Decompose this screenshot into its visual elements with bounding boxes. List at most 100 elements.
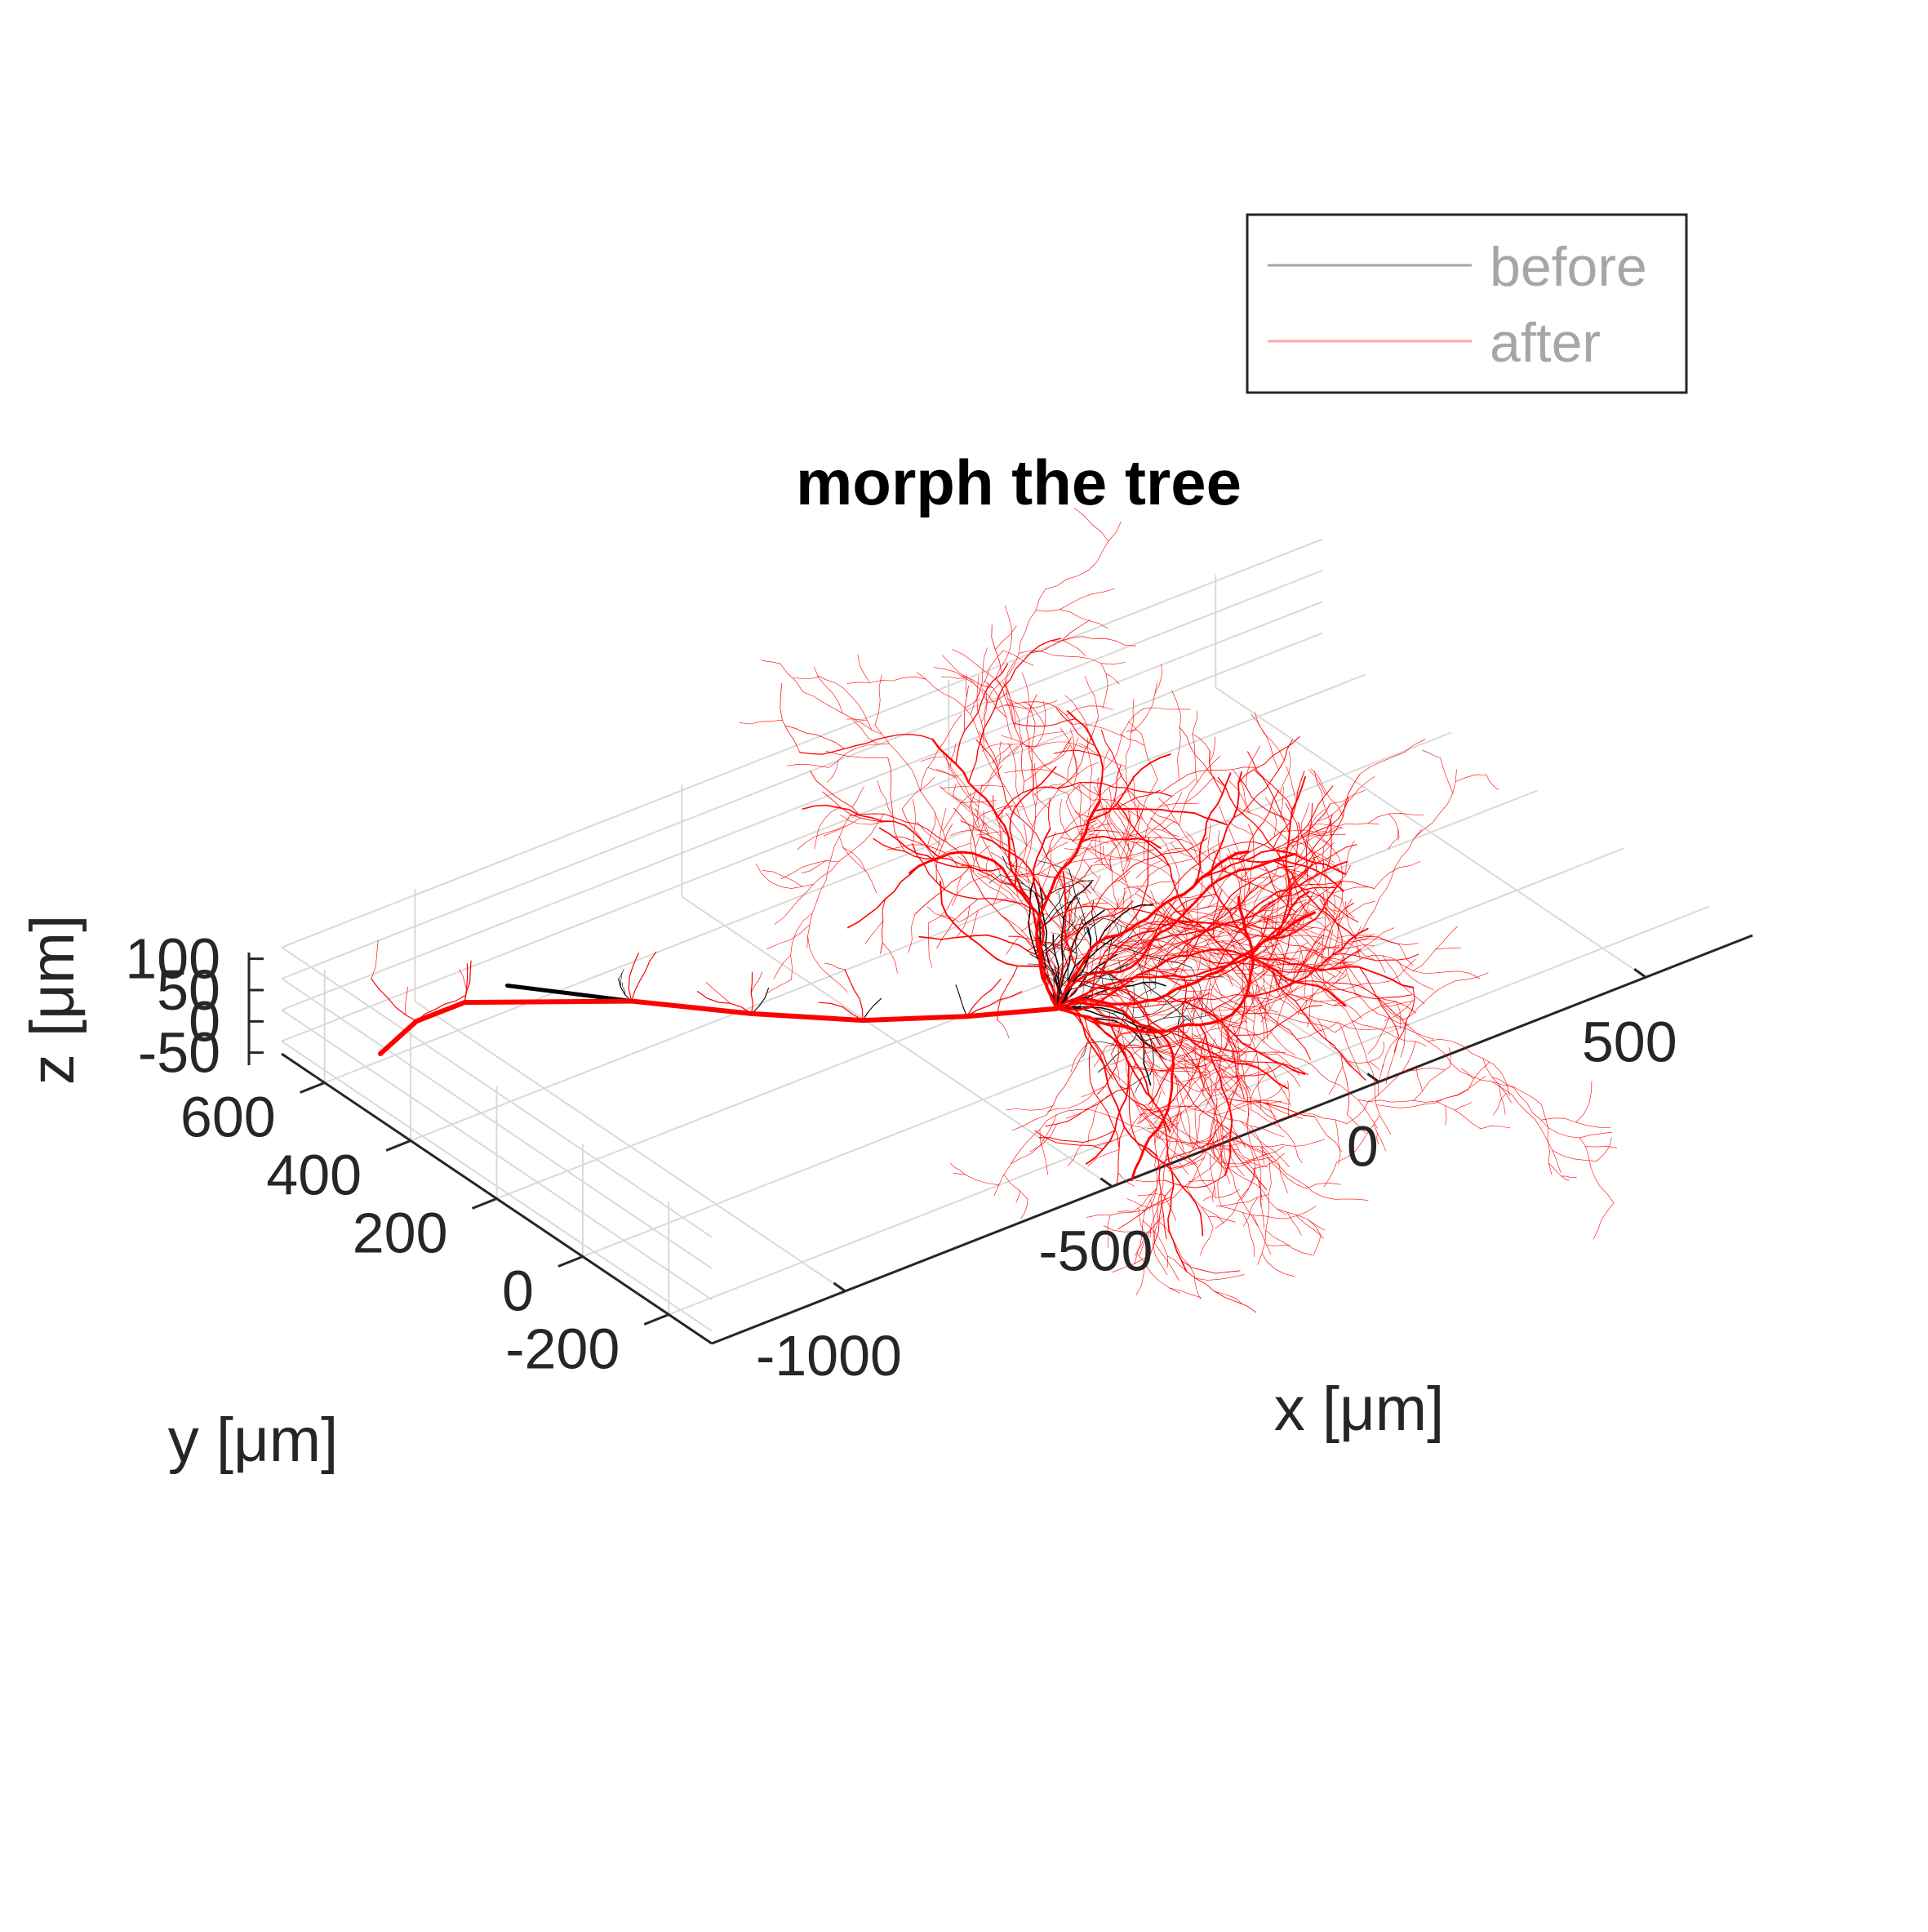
series-after-crown-branch bbox=[995, 626, 1016, 650]
series-after-fine-branch bbox=[762, 870, 802, 886]
series-after-fine-branch bbox=[1259, 1093, 1278, 1101]
series-after-crown-branch bbox=[1046, 1036, 1089, 1115]
grid-line-wall-xz bbox=[282, 633, 1322, 1042]
series-after-fine-branch bbox=[1436, 948, 1461, 949]
series-after-crown-branch bbox=[1399, 944, 1413, 966]
series-after-fine-branch bbox=[1416, 1068, 1422, 1091]
series-after-fine-branch bbox=[1481, 1126, 1511, 1129]
series-after-fine-branch bbox=[1597, 1138, 1612, 1161]
series-after-fine-branch bbox=[1313, 1236, 1321, 1255]
series-after-fine-branch bbox=[1414, 770, 1456, 838]
series-after-fine-branch bbox=[1060, 799, 1176, 884]
series-after-crown-branch bbox=[800, 735, 933, 754]
series-after-fine-branch bbox=[977, 784, 1002, 882]
series-after-branch bbox=[405, 987, 407, 1015]
series-after-fine-branch bbox=[1159, 803, 1199, 806]
series-after-fine-branch bbox=[1455, 775, 1486, 781]
series-after-fine-branch bbox=[1449, 1048, 1450, 1067]
series-after-crown-branch bbox=[1228, 821, 1253, 836]
series-after-fine-branch bbox=[1237, 808, 1299, 858]
series-after-crown-branch bbox=[1085, 676, 1099, 717]
grid-line-floor-y bbox=[583, 849, 1624, 1257]
series-after-fine-branch bbox=[1237, 1146, 1255, 1202]
series-after-fine-branch bbox=[1210, 1155, 1215, 1197]
series-after-fine-branch bbox=[1060, 728, 1077, 787]
series-after-crown-branch bbox=[1057, 708, 1095, 746]
series-before-crown-branch bbox=[1082, 1043, 1087, 1057]
series-after-fine-branch bbox=[1215, 1189, 1240, 1197]
series-after-fine-branch bbox=[1222, 1160, 1286, 1215]
series-after-crown-branch bbox=[882, 943, 897, 973]
series-after-crown-branch bbox=[865, 921, 883, 944]
series-after-crown-branch bbox=[1082, 1086, 1105, 1097]
series-after-fine-branch bbox=[1288, 1081, 1290, 1117]
series-after-fine-branch bbox=[941, 677, 965, 678]
series-after-fine-branch bbox=[1215, 1203, 1238, 1228]
series-after-crown-branch bbox=[780, 683, 800, 753]
series-after-crown-branch bbox=[1127, 1199, 1149, 1208]
x-tick-mark bbox=[1100, 1179, 1112, 1187]
series-after-crown-branch bbox=[1368, 1016, 1389, 1055]
series-after-branch bbox=[632, 952, 656, 1001]
series-after-crown-branch bbox=[998, 783, 1172, 817]
series-after-fine-branch bbox=[953, 1173, 999, 1185]
series-after-fine-branch bbox=[1266, 1230, 1313, 1255]
series-after-fine-branch bbox=[928, 923, 932, 968]
series-after-fine-branch bbox=[1185, 1064, 1199, 1066]
x-tick-label: 500 bbox=[1582, 1010, 1677, 1073]
series-after-fine-branch bbox=[1208, 824, 1211, 858]
series-before-branch bbox=[956, 985, 966, 1016]
series-after-fine-branch bbox=[802, 860, 826, 873]
series-after-crown-branch bbox=[1073, 724, 1123, 737]
series-after-fine-branch bbox=[1336, 956, 1480, 984]
series-after-crown-branch bbox=[1356, 936, 1399, 944]
series-after-fine-branch bbox=[1185, 778, 1214, 803]
series-after-crown-branch bbox=[902, 809, 945, 890]
series-after-fine-branch bbox=[1158, 1220, 1195, 1275]
y-tick-mark bbox=[300, 1083, 325, 1093]
legend[interactable]: before after bbox=[1247, 215, 1686, 393]
y-tick-label: -200 bbox=[505, 1317, 620, 1381]
grid-layer bbox=[282, 540, 1709, 1331]
series-after-fine-branch bbox=[767, 925, 810, 949]
series-after-fine-branch bbox=[1436, 1101, 1481, 1129]
series-after-crown-branch bbox=[1066, 706, 1113, 716]
series-after-crown-branch bbox=[1320, 899, 1343, 948]
series-after-crown-branch bbox=[1238, 831, 1282, 859]
y-axis-label: y [μm] bbox=[168, 1406, 338, 1475]
series-after-fine-branch bbox=[766, 979, 792, 994]
series-after-fine-branch bbox=[1461, 1068, 1473, 1079]
series-after-fine-branch bbox=[1187, 1188, 1213, 1228]
series-after-branch bbox=[371, 979, 417, 1021]
series-before bbox=[508, 856, 1224, 1093]
legend-label-before: before bbox=[1490, 236, 1647, 298]
series-after-crown-branch bbox=[1301, 803, 1309, 833]
series-after-fine-branch bbox=[993, 744, 1011, 762]
series-after-crown-branch bbox=[1006, 1106, 1053, 1111]
series-after-branch bbox=[460, 970, 467, 990]
series-after-fine-branch bbox=[1455, 1102, 1473, 1110]
series-after-fine-branch bbox=[1291, 829, 1422, 984]
series-after-branch bbox=[966, 979, 1001, 1017]
series-after-fine-branch bbox=[1258, 1159, 1272, 1264]
series-after-crown-branch bbox=[1006, 936, 1019, 954]
series-after-fine-branch bbox=[1242, 1212, 1255, 1257]
series-after-crown-branch bbox=[910, 852, 1057, 1009]
y-tick-label: 600 bbox=[180, 1086, 276, 1149]
series-after-crown-branch bbox=[1046, 1088, 1128, 1126]
series-after-fine-branch bbox=[1193, 711, 1197, 734]
series-after-fine-branch bbox=[1413, 926, 1458, 970]
series-after-fine-branch bbox=[1162, 822, 1175, 831]
series-after-crown-branch bbox=[1304, 774, 1360, 873]
series-after-fine-branch bbox=[1262, 1254, 1295, 1277]
series-after-fine-branch bbox=[928, 768, 956, 778]
series-after-fine-branch bbox=[829, 744, 889, 767]
series-after-fine-branch bbox=[1335, 1120, 1340, 1165]
series-after-fine-branch bbox=[762, 660, 780, 664]
series-after-crown-branch bbox=[1068, 711, 1103, 802]
series-after-crown-branch bbox=[1210, 737, 1215, 763]
series-after-fine-branch bbox=[843, 688, 872, 731]
series-after-crown-branch bbox=[1088, 1104, 1098, 1144]
series-after-fine-branch bbox=[875, 675, 882, 725]
